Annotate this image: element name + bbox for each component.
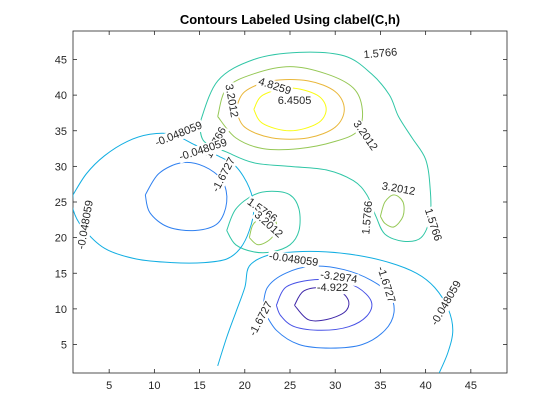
contour-label-3: 3.2012: [222, 83, 240, 118]
contour-label-bg-13: [243, 195, 281, 226]
contour-label-9: 3.2012: [381, 180, 416, 198]
contour-line-3: [199, 51, 432, 242]
contour-line-2: [217, 66, 364, 151]
contour-label-bg-1: [255, 75, 294, 98]
contour-label-bg-19: [246, 298, 276, 340]
x-tick-label-5: 30: [329, 380, 341, 392]
y-tick-label-5: 30: [55, 161, 67, 173]
x-tick-label-2: 15: [193, 380, 205, 392]
contour-label-2: 6.4505: [278, 95, 312, 107]
chart-title: Contours Labeled Using clabel(C,h): [180, 12, 400, 27]
contour-label-bg-14: [251, 208, 286, 242]
x-tick-label-6: 35: [374, 380, 386, 392]
contour-label-bg-0: [362, 46, 399, 62]
y-tick-label-6: 35: [55, 126, 67, 138]
contour-line-7: [144, 161, 228, 232]
y-tick-label-3: 20: [55, 233, 67, 245]
contour-label-0: 1.5766: [363, 46, 398, 61]
y-tick-label-1: 10: [55, 304, 67, 316]
contour-label-bg-12: [75, 198, 97, 252]
contour-label-bg-18: [374, 264, 398, 306]
y-tick-label-0: 5: [61, 340, 67, 352]
contour-label-bg-20: [428, 277, 465, 329]
contour-line-12: [294, 286, 350, 322]
y-axis: 5 10 15 20 25 30 35 40 45: [55, 55, 507, 352]
contour-label-bg-17: [315, 282, 350, 295]
contour-label-17: -4.922: [317, 282, 348, 294]
x-tick-label-8: 45: [465, 380, 477, 392]
x-tick-label-3: 20: [239, 380, 251, 392]
contour-label-bg-2: [276, 94, 313, 107]
x-tick-label-0: 5: [106, 380, 112, 392]
y-tick-label-7: 40: [55, 90, 67, 102]
y-tick-label-4: 25: [55, 197, 67, 209]
contour-label-bg-10: [360, 199, 376, 236]
contour-label-10: 1.5766: [360, 200, 375, 235]
contour-line-5: [248, 215, 278, 246]
x-tick-label-1: 10: [148, 380, 160, 392]
contour-line-10: [262, 265, 395, 349]
contour-line-11: [275, 279, 373, 331]
contour-label-bg-9: [379, 180, 418, 199]
y-tick-label-2: 15: [55, 268, 67, 280]
x-tick-label-4: 25: [284, 380, 296, 392]
contour-label-bg-6: [176, 136, 230, 164]
contour-label-bg-16: [318, 268, 360, 287]
x-tick-label-7: 40: [420, 380, 432, 392]
contour-label-bg-8: [209, 154, 239, 196]
contour-label-bg-3: [222, 82, 241, 120]
y-tick-label-8: 45: [55, 55, 67, 67]
contour-line-6: [379, 194, 405, 228]
contour-label-16: -3.2974: [320, 269, 359, 286]
contour-label-bg-15: [267, 250, 320, 270]
contour-label-bg-7: [349, 117, 381, 154]
contour-label-bg-11: [421, 205, 445, 244]
contour-label-bg-4: [152, 119, 205, 150]
contour-line-9: [217, 250, 454, 373]
contour-line-0: [253, 87, 327, 132]
x-axis: 5 10 15 20 25 30 35 40 45: [106, 31, 477, 392]
